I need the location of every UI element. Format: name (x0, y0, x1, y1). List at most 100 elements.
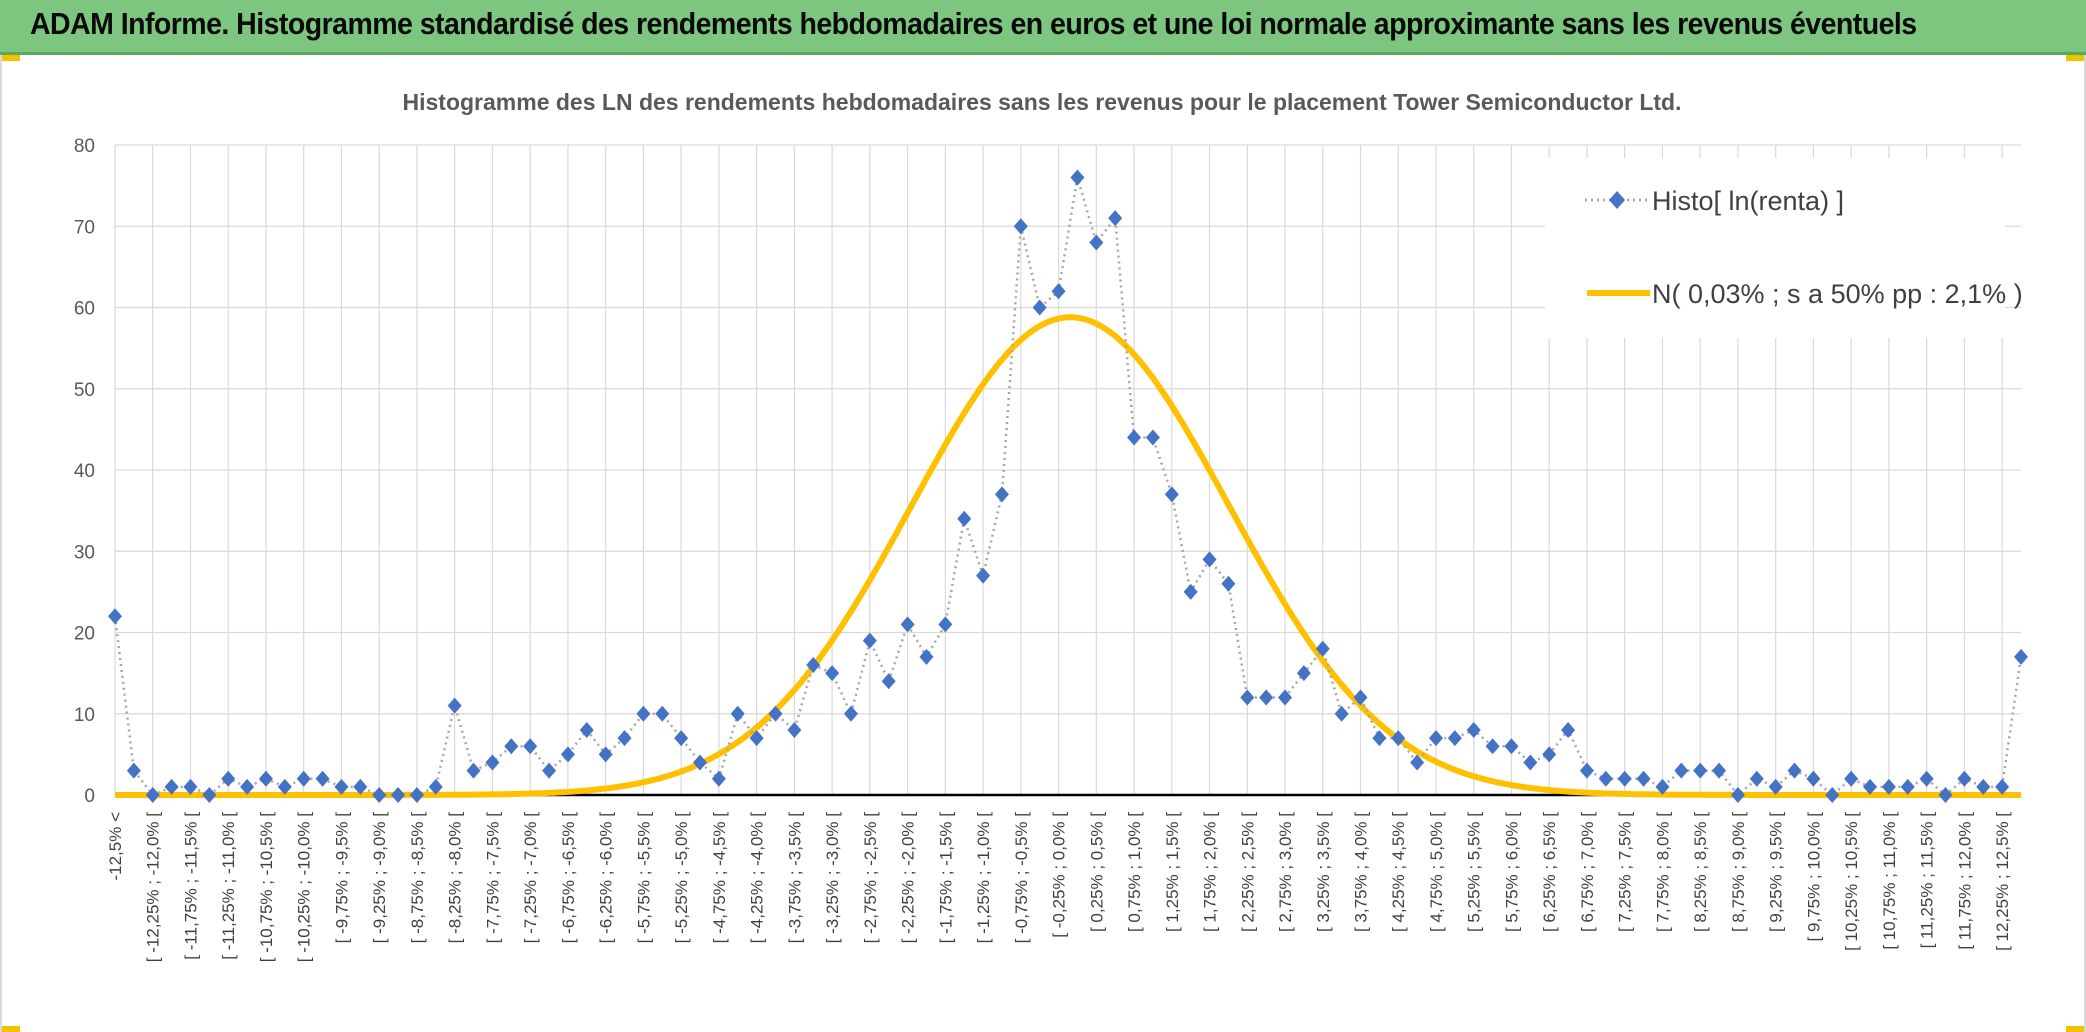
histo-point (749, 730, 764, 747)
normal-curve-line (115, 314, 2021, 798)
histo-point (1485, 738, 1500, 755)
y-tick-label: 20 (74, 624, 95, 645)
report-title: ADAM Informe. Histogramme standardisé de… (30, 6, 1917, 41)
histo-point (693, 754, 708, 771)
histo-point (1976, 778, 1991, 795)
histo-point (372, 787, 387, 803)
legend: Histo[ ln(renta) ] N( 0,03% ; s a 50% pp… (1545, 158, 2023, 338)
y-axis-ticks: 0 10 20 30 40 50 60 70 80 (74, 136, 95, 807)
histo-point (1504, 738, 1519, 755)
histo-point (221, 770, 236, 787)
histo-point (1561, 722, 1576, 738)
legend-normal-label: N( 0,03% ; s a 50% pp : 2,1% ) (1652, 279, 2023, 309)
x-tick-label: [ 11,75% ; 12,0% [ (1955, 812, 1974, 950)
histo-point (1900, 778, 1915, 795)
histo-point (1730, 787, 1745, 803)
histo-point (164, 778, 179, 795)
histo-point (1712, 762, 1727, 779)
x-tick-label: [ 10,75% ; 11,0% [ (1880, 812, 1899, 950)
x-tick-label: [ -10,75% ; -10,5% [ (257, 812, 276, 963)
x-tick-label: -12,5% < (106, 812, 125, 881)
histo-point (862, 632, 877, 649)
x-tick-label: [ -7,75% ; -7,5% [ (483, 812, 502, 944)
x-tick-label: [ -8,25% ; -8,0% [ (446, 812, 465, 944)
histo-point (334, 778, 349, 795)
x-tick-label: [ -11,25% ; -11,0% [ (219, 812, 238, 960)
histo-point (730, 705, 745, 722)
histo-point (1447, 730, 1462, 747)
histo-point (1655, 778, 1670, 795)
x-tick-label: [ 7,25% ; 7,5% [ (1616, 812, 1635, 932)
x-tick-label: [ -8,75% ; -8,5% [ (408, 812, 427, 944)
legend-background (1545, 158, 2005, 338)
x-tick-label: [ 3,75% ; 4,0% [ (1352, 812, 1371, 932)
histo-point (919, 648, 934, 665)
x-tick-label: [ 5,75% ; 6,0% [ (1502, 812, 1521, 932)
histo-point (768, 705, 783, 722)
corner-accent-left (0, 55, 20, 61)
histo-point (1844, 770, 1859, 787)
histo-point (1466, 722, 1481, 738)
histo-point (1051, 283, 1066, 300)
histo-point (353, 778, 368, 795)
x-tick-label: [ -11,75% ; -11,5% [ (181, 812, 200, 960)
histo-point (1617, 770, 1632, 787)
x-tick-label: [ -6,75% ; -6,5% [ (559, 812, 578, 944)
histo-point (1145, 429, 1160, 446)
y-tick-label: 50 (74, 380, 95, 401)
histo-point (1391, 730, 1406, 747)
x-tick-label: [ 1,25% ; 1,5% [ (1163, 812, 1182, 932)
histo-point (1315, 640, 1330, 657)
x-tick-label: [ -9,25% ; -9,0% [ (370, 812, 389, 944)
histo-point (1296, 665, 1311, 682)
histo-point (1202, 551, 1217, 568)
histo-point (523, 738, 538, 755)
histo-point (881, 673, 896, 690)
x-tick-label: [ 11,25% ; 11,5% [ (1918, 812, 1937, 949)
x-tick-label: [ 6,25% ; 6,5% [ (1540, 812, 1559, 932)
histo-point (1806, 770, 1821, 787)
histo-point (428, 778, 443, 795)
histo-point (579, 722, 594, 738)
histo-point (447, 697, 462, 714)
x-tick-label: [ -5,75% ; -5,5% [ (634, 812, 653, 944)
histo-point (1542, 746, 1557, 763)
x-tick-label: [ 4,75% ; 5,0% [ (1427, 812, 1446, 932)
histo-point (1579, 762, 1594, 779)
histo-point (1636, 770, 1651, 787)
histo-point (504, 738, 519, 755)
x-tick-label: [ -1,25% ; -1,0% [ (974, 812, 993, 944)
histo-point (1259, 689, 1274, 706)
histo-point (1240, 689, 1255, 706)
x-tick-label: [ 9,25% ; 9,5% [ (1767, 812, 1786, 932)
histo-point (485, 754, 500, 771)
histo-point (843, 705, 858, 722)
x-tick-label: [ 10,25% ; 10,5% [ (1842, 812, 1861, 951)
histo-point (1372, 730, 1387, 747)
x-tick-label: [ 6,75% ; 7,0% [ (1578, 812, 1597, 932)
y-tick-label: 0 (84, 786, 95, 807)
x-tick-label: [ -5,25% ; -5,0% [ (672, 812, 691, 944)
histo-point (1428, 730, 1443, 747)
histo-point (1749, 770, 1764, 787)
histo-point (240, 778, 255, 795)
x-tick-label: [ -1,75% ; -1,5% [ (936, 812, 955, 944)
histo-point (542, 762, 557, 779)
histo-point (787, 722, 802, 738)
histo-point (145, 787, 160, 803)
histo-point (994, 486, 1009, 503)
histo-point (1881, 778, 1896, 795)
x-tick-label: [ 8,75% ; 9,0% [ (1729, 812, 1748, 932)
histo-point (1938, 787, 1953, 803)
histo-point (1825, 787, 1840, 803)
histo-point (1919, 770, 1934, 787)
y-tick-label: 70 (74, 217, 95, 238)
y-tick-label: 80 (74, 136, 95, 157)
histo-point (1183, 583, 1198, 600)
x-tick-label: [ 5,25% ; 5,5% [ (1465, 812, 1484, 932)
histo-point (900, 616, 915, 633)
x-tick-label: [ -4,25% ; -4,0% [ (748, 812, 767, 944)
y-tick-label: 30 (74, 542, 95, 563)
corner-accent-bottom-left (0, 1026, 20, 1032)
histo-point (825, 665, 840, 682)
